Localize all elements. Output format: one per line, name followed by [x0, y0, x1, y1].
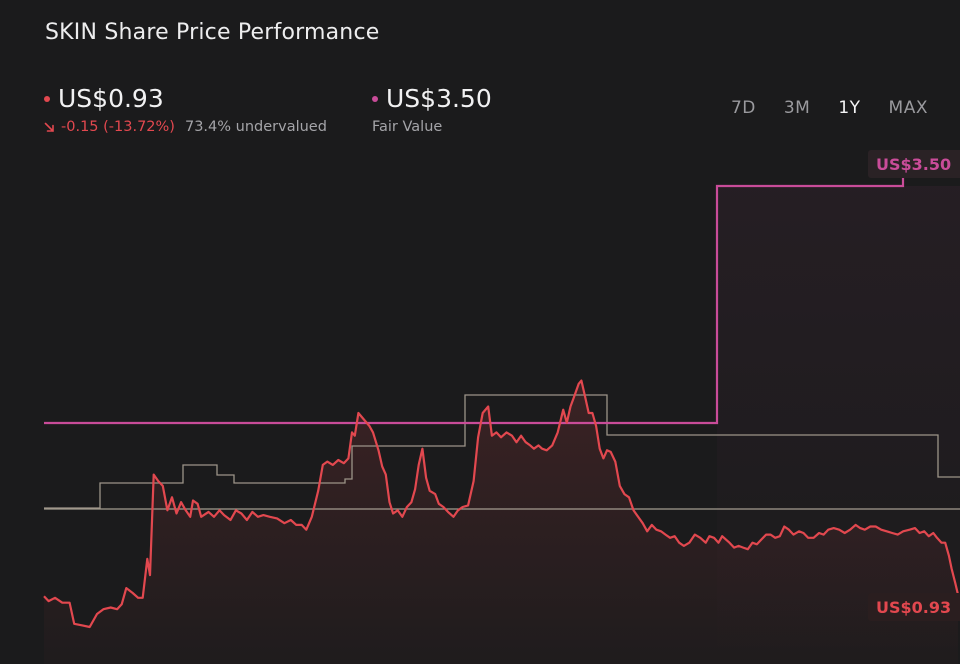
current-price-tag: US$0.93 [868, 593, 960, 621]
price-area [44, 380, 958, 664]
current-price-dot [44, 95, 50, 102]
fair-value-price: US$3.50 [386, 84, 492, 113]
current-price: US$0.93 [58, 84, 164, 113]
price-line [43, 379, 960, 629]
arrow-down-right-icon [44, 122, 54, 132]
fair-value-block: US$3.50 Fair Value [372, 84, 492, 135]
timeframe-max[interactable]: MAX [888, 98, 928, 118]
price-change: -0.15 (-13.72%) [44, 119, 175, 135]
fair-value-tag-label: US$3.50 [876, 155, 951, 174]
price-change-value: -0.15 (-13.72%) [61, 119, 175, 135]
undervalued-note: 73.4% undervalued [184, 119, 327, 135]
fair-value-line [44, 178, 905, 425]
timeframe-selector: 7D 3M 1Y MAX [717, 98, 942, 118]
current-price-tag-label: US$0.93 [876, 598, 951, 617]
timeframe-1y[interactable]: 1Y [838, 98, 861, 118]
timeframe-3m[interactable]: 3M [783, 98, 811, 118]
fair-value-label: Fair Value [372, 119, 443, 135]
timeframe-7d[interactable]: 7D [730, 98, 756, 118]
analyst-target-step-line [44, 394, 960, 509]
chart-title: SKIN Share Price Performance [45, 20, 380, 45]
fair-value-dot [372, 95, 378, 102]
fair-value-tag: US$3.50 [868, 150, 960, 178]
current-price-block: US$0.93 -0.15 (-13.72%) 73.4% undervalue… [44, 84, 327, 135]
